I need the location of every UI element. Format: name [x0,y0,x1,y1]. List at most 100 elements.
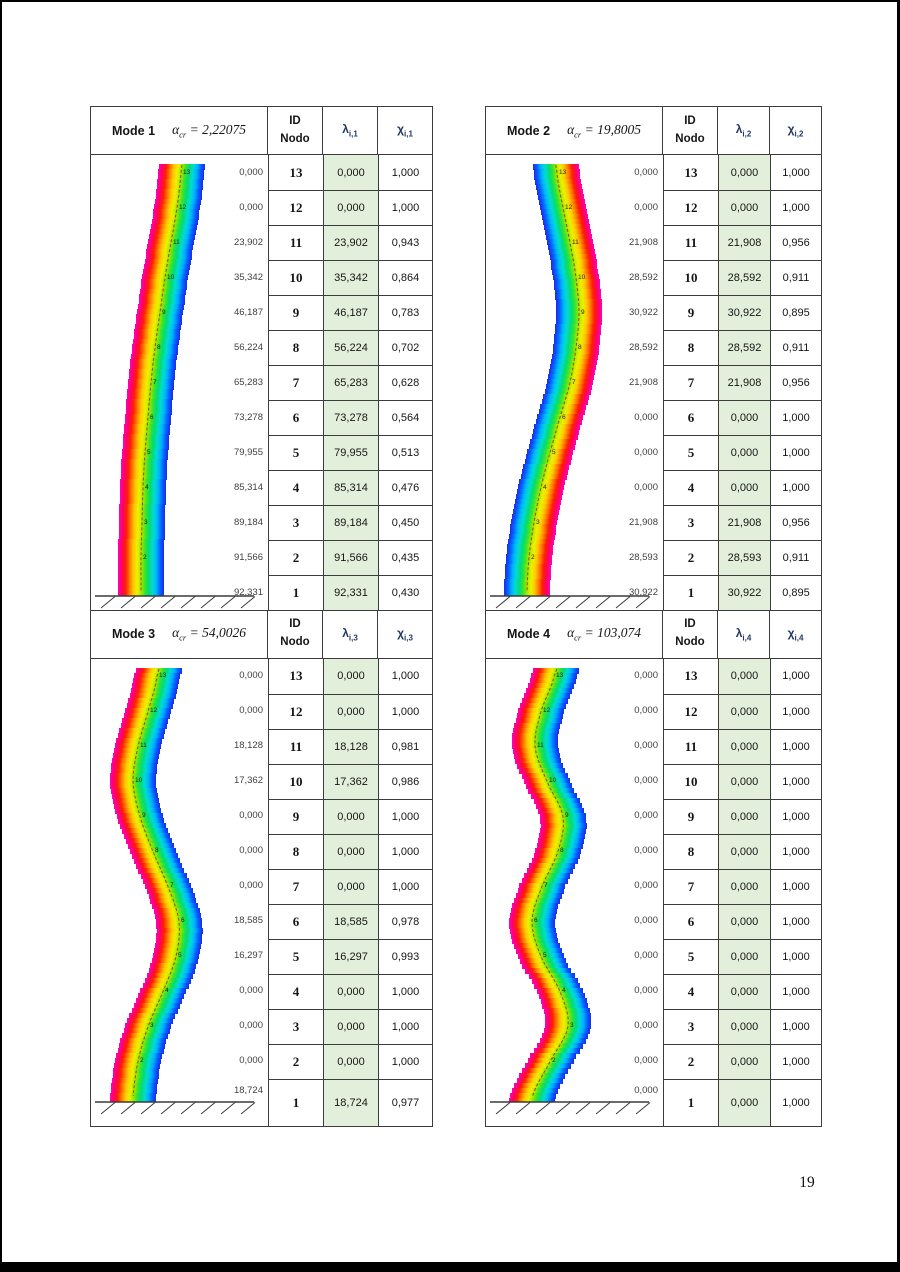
node-id-label: 2 [143,553,147,561]
mode-shape-slice [120,484,166,490]
mode-shape-slice [139,289,186,295]
deflection-annotation: 0,000 [634,740,658,751]
node-id-cell: 7 [663,365,718,400]
node-id-label: 3 [144,518,148,526]
mode-shape-slice [549,254,596,260]
mode-shape-slice [128,379,175,385]
node-id-cell: 8 [268,833,323,869]
alpha-symbol: α [567,625,575,641]
mode-shape-slice [543,224,590,230]
support-hatch-tick [120,1101,136,1114]
support-hatch-tick [575,596,591,609]
deflection-annotation: 79,955 [233,446,263,458]
deflection-annotation: 0,000 [634,1084,658,1096]
deflection-annotation: 23,902 [233,236,263,248]
mode-shape-slice [114,747,161,754]
chi-header-cell: χi,2 [770,107,821,155]
mode-shape-slice [118,584,164,590]
mode-shape-slice [548,249,595,255]
alpha-subscript: cr [574,129,582,140]
mode-table-header: Mode 1 αcr = 2,22075 ID Nodo λi,1 χi,1 [91,107,432,155]
chi-value-cell: 1,000 [770,1078,821,1126]
node-id-cell: 13 [663,658,718,694]
mode-shape-slice [509,1097,555,1102]
support-hatch-tick [495,596,511,609]
chi-value-cell: 0,911 [770,540,821,575]
node-id-cell: 9 [663,295,718,330]
mode-shape-slice [548,374,595,380]
mode-shape-slice [127,1017,174,1024]
lambda-subscript: i,4 [742,633,752,643]
mode-shape-slice [117,564,164,570]
mode-shape-slice [530,1052,577,1059]
lambda-value-cell: 30,922 [718,575,770,610]
mode-shape-slice [522,962,569,969]
chi-value-cell: 0,702 [378,330,432,365]
node-id-label: 3 [570,1022,574,1029]
lambda-value-cell: 0,000 [323,833,378,869]
chi-header: χi,1 [397,122,413,139]
lambda-value-cell: 65,283 [323,365,378,400]
node-id-label: 6 [562,413,566,421]
mode-shape-slice [508,534,555,540]
lambda-header-cell: λi,1 [323,107,378,155]
chi-value-cell: 0,986 [378,763,432,799]
lambda-value-cell: 0,000 [323,868,378,904]
mode-shape-slice [119,1042,165,1049]
mode-shape-slice [122,444,169,450]
lambda-value-cell: 28,592 [718,330,770,365]
node-id-label: 3 [536,518,540,526]
support-hatch-tick [160,1101,176,1114]
deflection-annotation: 30,922 [628,586,658,598]
header-line: ID [289,618,301,631]
support-hatch-tick [220,596,236,609]
lambda-header: λi,3 [342,625,358,643]
node-id-label: 13 [159,672,167,679]
deflection-annotation: 30,922 [628,306,658,318]
node-id-cell: 10 [268,260,323,295]
node-id-label: 9 [581,308,585,316]
alpha-value: = 2,22075 [186,121,246,137]
deflection-annotation: 0,000 [634,915,658,926]
deflection-annotation: 0,000 [634,446,658,458]
alpha-cr-expression: αcr = 103,074 [567,625,641,643]
lambda-value-cell: 0,000 [323,658,378,694]
mode-shape-slice [136,314,183,320]
chi-value-cell: 0,476 [378,470,432,505]
mode-shape-slice [555,304,602,310]
deflection-annotation: 0,000 [239,670,263,681]
deflection-annotation: 85,314 [233,481,263,493]
chi-value-cell: 0,977 [378,1078,432,1126]
lambda-value-cell: 0,000 [323,155,378,190]
chi-value-cell: 1,000 [378,833,432,869]
mode-shape-slice [555,299,602,305]
id-nodo-header-cell: ID Nodo [268,107,323,155]
alpha-subscript: cr [179,129,187,140]
chi-value-cell: 1,000 [770,435,821,470]
node-id-cell: 3 [268,505,323,540]
mode-shape-slice [125,414,172,420]
mode-shape-slice [130,354,177,360]
mode-table-4: Mode 4 αcr = 103,074 ID Nodo λi,4 χi,4 13 12 11 1… [485,609,822,1127]
mode-shape-slice [143,264,190,270]
mode-shape-slice [118,579,164,585]
node-id-cell: 8 [663,833,718,869]
mode-3-axis-and-support [95,668,256,1114]
node-id-label: 11 [572,238,579,246]
node-id-label: 9 [162,308,166,316]
mode-1-axis-and-support [95,164,256,609]
header-line: Nodo [675,132,705,145]
mode-shape-slice [524,872,570,879]
mode-title-label: Mode 4 [507,627,551,641]
chi-value-cell: 0,956 [770,365,821,400]
mode-shape-slice [121,459,168,465]
mode-shape-slice [551,264,598,270]
lambda-header: λi,1 [342,122,358,139]
mode-shape-slice [516,494,562,500]
mode-shape-slice [555,319,602,325]
mode-shape-slice [126,394,173,400]
lambda-value-cell: 21,908 [718,505,770,540]
mode-shape-slice [546,384,592,390]
mode-shape-slice [119,494,166,500]
chi-value-cell: 1,000 [378,693,432,729]
